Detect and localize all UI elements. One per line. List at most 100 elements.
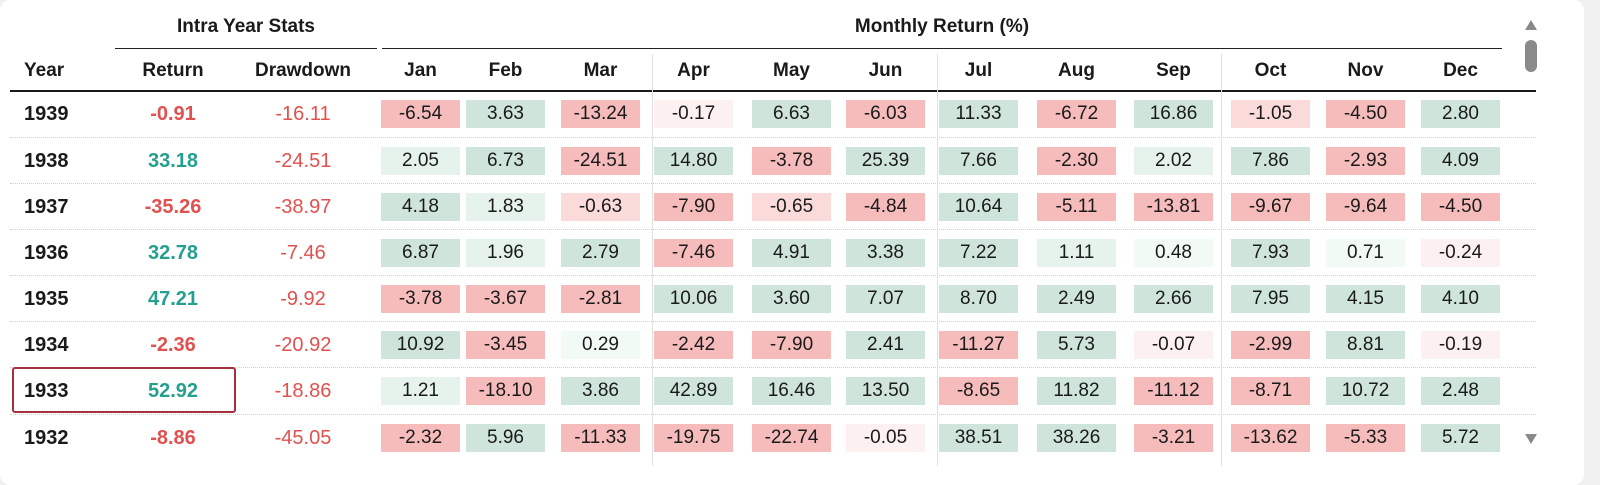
intra-year-group-line [115, 48, 377, 49]
column-header-month[interactable]: Mar [583, 60, 618, 81]
table-row[interactable]: 1937 -35.26 -38.97 4.18 1.83 -0.63 -7.90 -0.65-… [10, 183, 1536, 230]
month-return-cell: 4.09 [1421, 147, 1500, 175]
month-return-cell: 7.07 [846, 285, 925, 313]
month-return-cell: 7.66 [939, 147, 1018, 175]
month-return-cell: -13.81 [1134, 193, 1213, 221]
table-row[interactable]: 1932 -8.86 -45.05 -2.32 5.96 -11.33 -19.75 -22.… [10, 414, 1536, 461]
column-header-month[interactable]: May [773, 60, 810, 81]
table-row[interactable]: 1939 -0.91 -16.11 -6.54 3.63 -13.24 -0.17 6.63-… [10, 90, 1536, 137]
month-return-cell: -18.10 [466, 377, 545, 405]
month-return-cell: 11.33 [939, 100, 1018, 128]
scroll-down-arrow-icon[interactable] [1525, 434, 1537, 444]
highlight-box-1933 [12, 367, 236, 413]
column-header-month[interactable]: Aug [1058, 60, 1095, 81]
month-return-cell: 2.80 [1421, 100, 1500, 128]
month-return-cell: -2.81 [561, 285, 640, 313]
column-header-month[interactable]: Sep [1156, 60, 1191, 81]
year-cell: 1932 [24, 427, 69, 449]
row-separator [10, 183, 1536, 184]
month-return-cell: 2.48 [1421, 377, 1500, 405]
month-return-cell: 38.51 [939, 424, 1018, 452]
month-return-cell: -5.33 [1326, 424, 1405, 452]
month-return-cell: 2.79 [561, 239, 640, 267]
month-return-cell: 2.02 [1134, 147, 1213, 175]
month-return-cell: -0.19 [1421, 331, 1500, 359]
row-separator [10, 137, 1536, 138]
month-return-cell: -0.63 [561, 193, 640, 221]
month-return-cell: -4.50 [1326, 100, 1405, 128]
month-return-cell: 6.73 [466, 147, 545, 175]
month-return-cell: -4.50 [1421, 193, 1500, 221]
quarter-divider [1221, 54, 1222, 466]
month-return-cell: -2.30 [1037, 147, 1116, 175]
month-return-cell: -13.62 [1231, 424, 1310, 452]
month-return-cell: 10.92 [381, 331, 460, 359]
row-separator [10, 275, 1536, 276]
month-return-cell: 5.72 [1421, 424, 1500, 452]
column-header-drawdown[interactable]: Drawdown [254, 60, 352, 81]
month-return-cell: -8.65 [939, 377, 1018, 405]
month-return-cell: 8.70 [939, 285, 1018, 313]
month-return-cell: 13.50 [846, 377, 925, 405]
month-return-cell: -0.24 [1421, 239, 1500, 267]
drawdown-cell: -7.46 [280, 242, 326, 264]
scroll-thumb[interactable] [1525, 40, 1537, 72]
column-header-year[interactable]: Year [24, 60, 65, 81]
column-header-month[interactable]: Dec [1443, 60, 1478, 81]
table-row[interactable]: 1935 47.21 -9.92 -3.78 -3.67 -2.81 10.06 3.60 7.… [10, 275, 1536, 322]
quarter-divider [652, 54, 653, 466]
month-return-cell: -3.45 [466, 331, 545, 359]
scroll-up-arrow-icon[interactable] [1525, 20, 1537, 30]
row-separator [10, 367, 1536, 368]
month-return-cell: 0.48 [1134, 239, 1213, 267]
table-row[interactable]: 1933 52.92 -18.86 1.21 -18.10 3.86 42.89 16.46 1… [10, 367, 1536, 414]
month-return-cell: -3.21 [1134, 424, 1213, 452]
return-cell: 52.92 [147, 380, 199, 402]
column-header-month[interactable]: Jun [868, 60, 903, 81]
month-return-cell: -3.78 [752, 147, 831, 175]
month-return-cell: -6.72 [1037, 100, 1116, 128]
month-return-cell: 7.93 [1231, 239, 1310, 267]
month-return-cell: 4.91 [752, 239, 831, 267]
column-header-month[interactable]: Feb [488, 60, 523, 81]
column-header-return[interactable]: Return [142, 60, 204, 81]
month-return-cell: -0.17 [654, 100, 733, 128]
column-header-month[interactable]: Nov [1347, 60, 1384, 81]
month-return-cell: 5.96 [466, 424, 545, 452]
vertical-scrollbar[interactable] [1520, 14, 1542, 454]
month-return-cell: 0.29 [561, 331, 640, 359]
month-return-cell: 2.66 [1134, 285, 1213, 313]
column-header-month[interactable]: Oct [1254, 60, 1287, 81]
month-return-cell: -3.67 [466, 285, 545, 313]
month-return-cell: 16.46 [752, 377, 831, 405]
month-return-cell: 5.73 [1037, 331, 1116, 359]
month-return-cell: 25.39 [846, 147, 925, 175]
table-row[interactable]: 1936 32.78 -7.46 6.87 1.96 2.79 -7.46 4.91 3.38 7… [10, 229, 1536, 276]
month-return-cell: 1.11 [1037, 239, 1116, 267]
month-return-cell: -4.84 [846, 193, 925, 221]
month-return-cell: 10.06 [654, 285, 733, 313]
month-return-cell: 1.83 [466, 193, 545, 221]
row-separator [10, 321, 1536, 322]
table-row[interactable]: 1938 33.18 -24.51 2.05 6.73 -24.51 14.80 -3.78 2… [10, 137, 1536, 184]
month-return-cell: 2.49 [1037, 285, 1116, 313]
month-return-cell: -11.12 [1134, 377, 1213, 405]
drawdown-cell: -20.92 [274, 334, 332, 356]
month-return-cell: 2.41 [846, 331, 925, 359]
month-return-cell: 10.64 [939, 193, 1018, 221]
return-cell: 47.21 [147, 288, 199, 310]
month-return-cell: -6.03 [846, 100, 925, 128]
column-header-month[interactable]: Jul [964, 60, 993, 81]
month-return-cell: 2.05 [381, 147, 460, 175]
column-header-month[interactable]: Apr [677, 60, 710, 81]
intra-year-stats-header: Intra Year Stats [176, 16, 315, 37]
year-cell: 1933 [24, 380, 69, 402]
quarter-divider [937, 54, 938, 466]
table-row[interactable]: 1934 -2.36 -20.92 10.92 -3.45 0.29 -2.42 -7.90 2… [10, 321, 1536, 368]
monthly-group-line [382, 48, 1502, 49]
year-cell: 1939 [24, 103, 69, 125]
month-return-cell: 38.26 [1037, 424, 1116, 452]
monthly-return-header: Monthly Return (%) [854, 16, 1030, 37]
column-header-month[interactable]: Jan [404, 60, 437, 81]
year-cell: 1937 [24, 196, 69, 218]
